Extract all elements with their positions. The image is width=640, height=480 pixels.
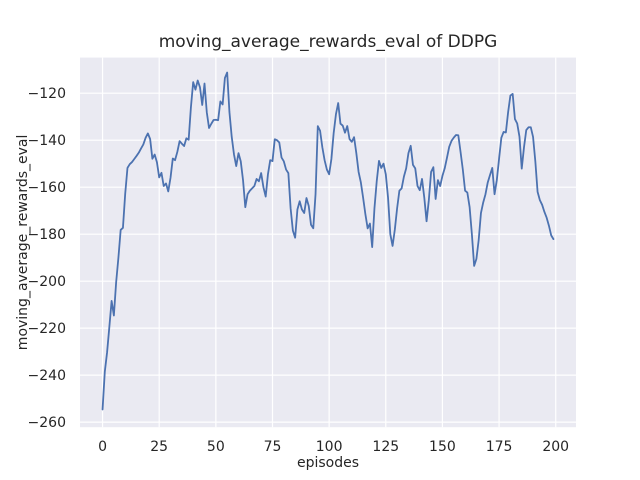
chart-title: moving_average_rewards_eval of DDPG xyxy=(159,32,498,52)
axes-background xyxy=(80,57,576,428)
x-tick-label: 200 xyxy=(542,439,569,455)
x-tick-label: 100 xyxy=(316,439,343,455)
y-tick-label: −220 xyxy=(28,321,66,337)
reward-line xyxy=(101,71,555,411)
y-tick-label: −120 xyxy=(28,86,66,102)
y-tick-label: −240 xyxy=(28,368,66,384)
x-axis-label: episodes xyxy=(297,455,359,471)
x-tick-label: 25 xyxy=(150,439,168,455)
y-tick-label: −160 xyxy=(28,180,66,196)
y-tick-label: −180 xyxy=(28,227,66,243)
y-tick-label: −260 xyxy=(28,415,66,431)
x-tick-label: 150 xyxy=(429,439,456,455)
series-lines xyxy=(101,71,555,411)
x-tick-label: 175 xyxy=(486,439,513,455)
y-axis-label: moving_average_rewards_eval xyxy=(15,135,31,351)
y-tick-label: −200 xyxy=(28,274,66,290)
x-tick-label: 50 xyxy=(207,439,225,455)
x-tick-label: 0 xyxy=(98,439,107,455)
x-tick-label: 75 xyxy=(264,439,282,455)
x-tick-label: 125 xyxy=(372,439,399,455)
y-tick-label: −140 xyxy=(28,133,66,149)
tick-labels: 0 25 50 75 100 125 150 175 200 −260 −240 −220 −200 −1… xyxy=(28,86,570,455)
